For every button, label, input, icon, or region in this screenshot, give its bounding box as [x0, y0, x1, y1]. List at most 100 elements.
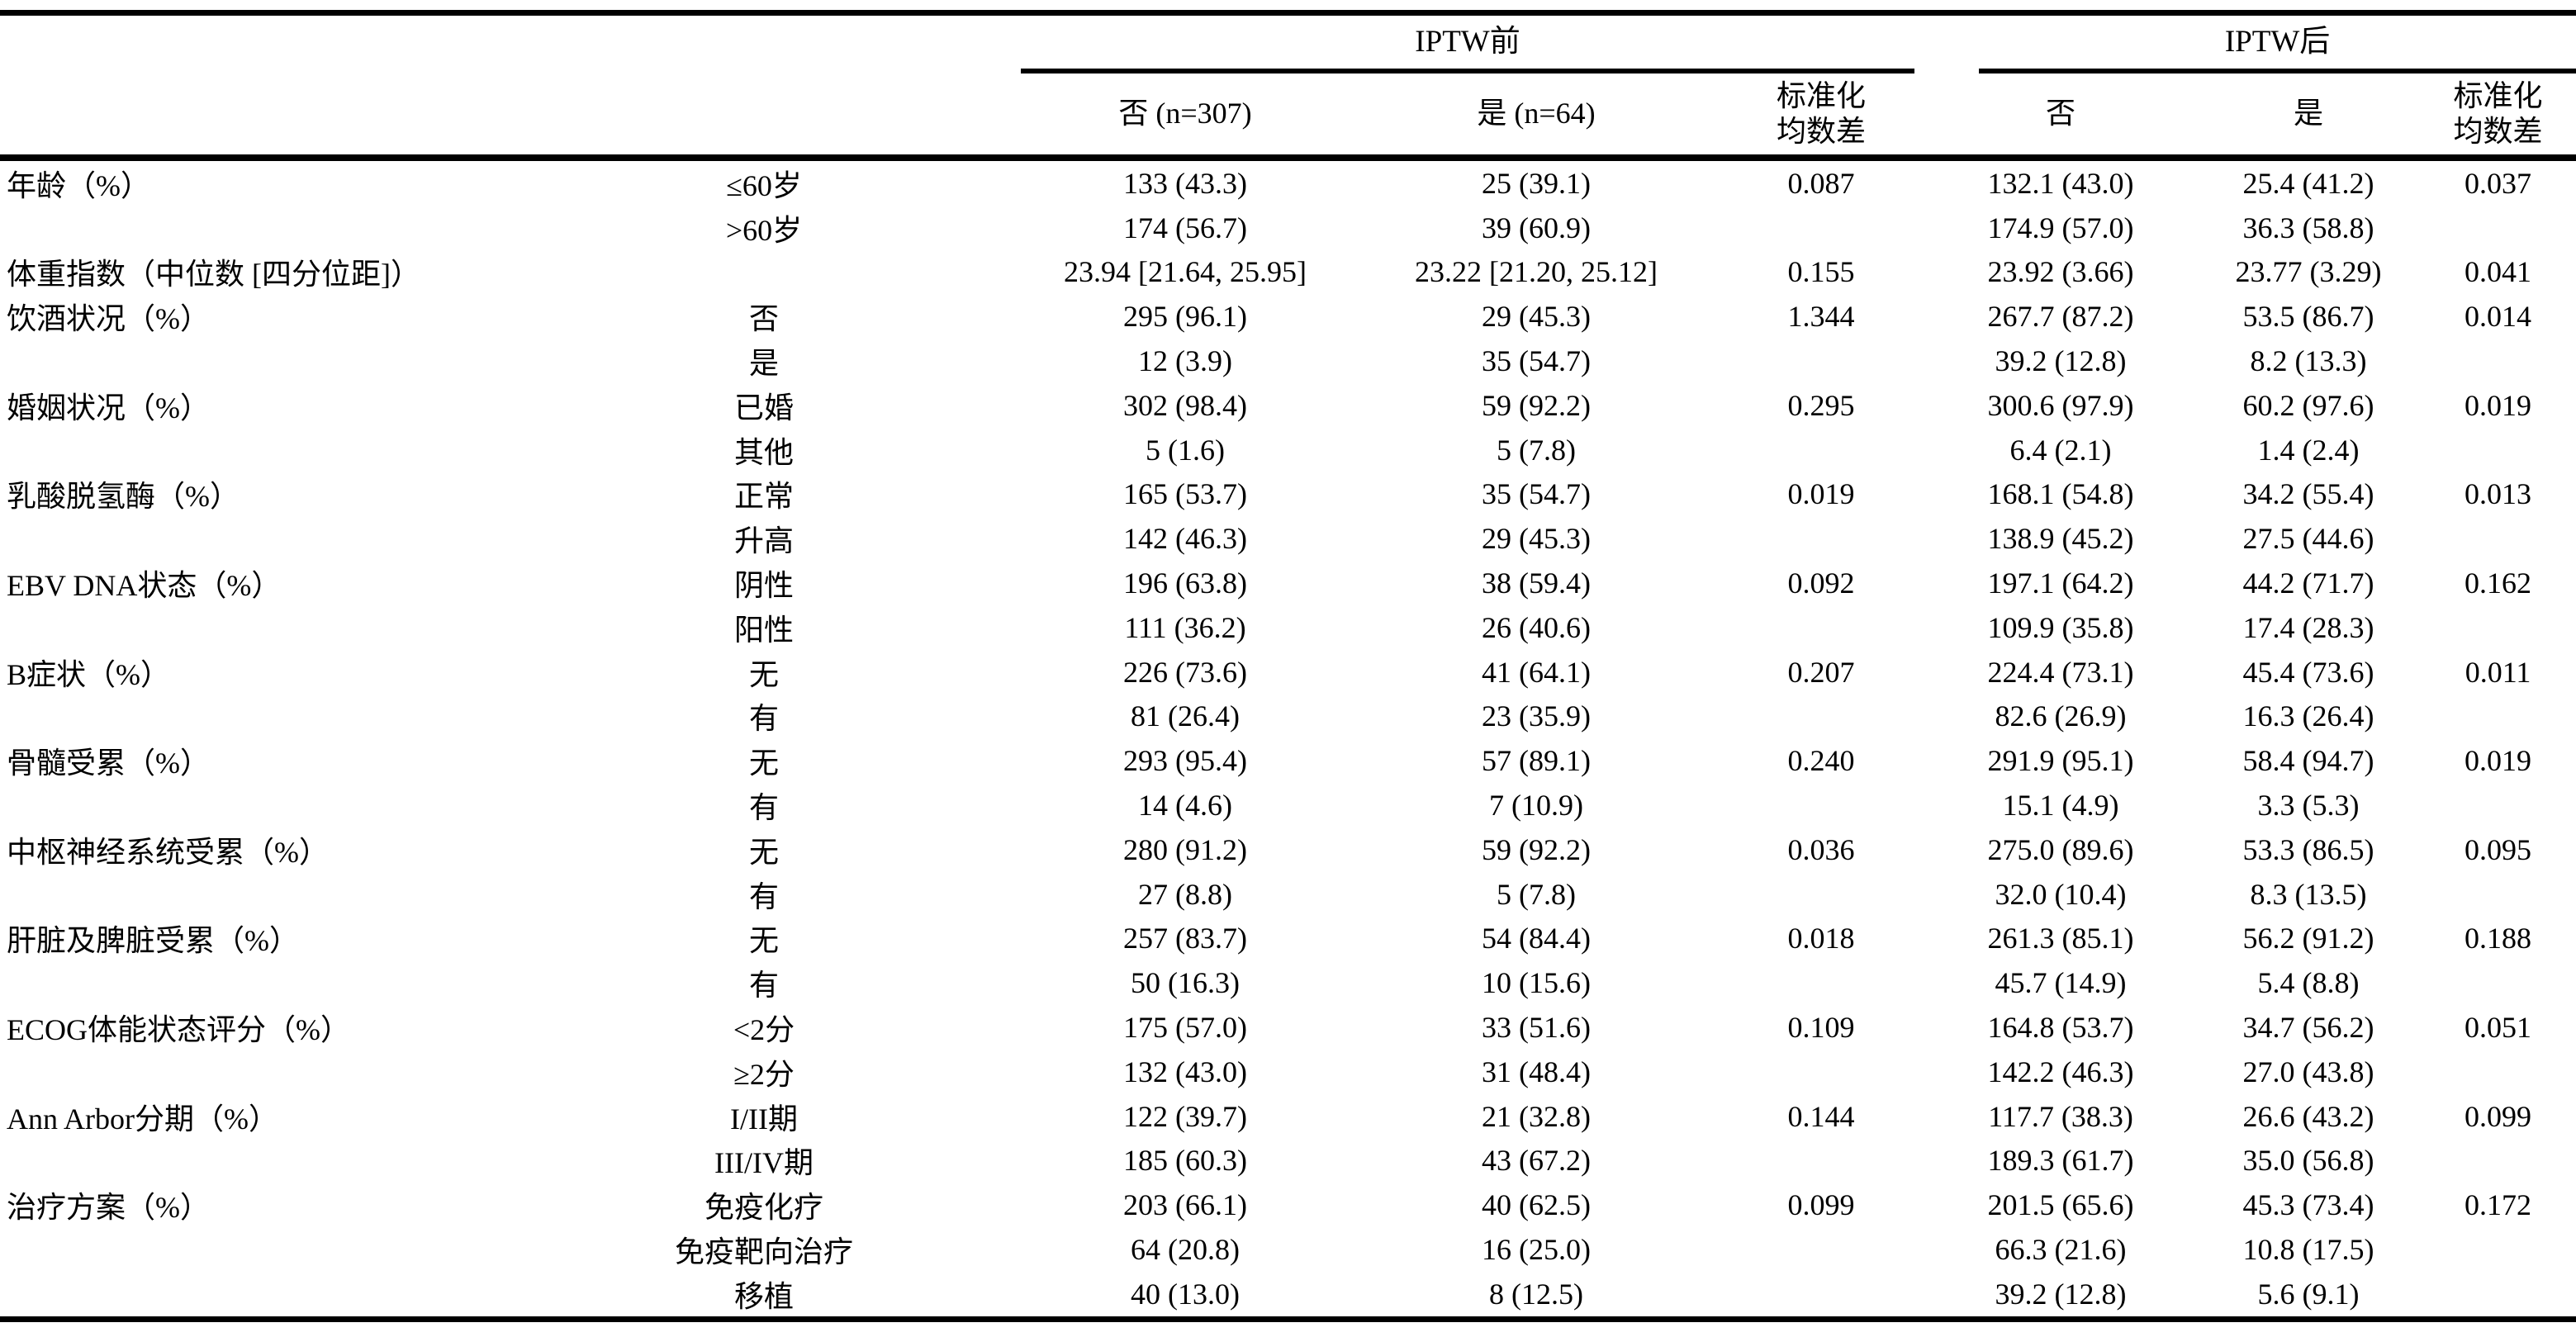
post-no-value-cell: 201.5 (65.6) [1987, 1188, 2134, 1222]
post-no-value-cell: 267.7 (87.2) [1987, 300, 2134, 334]
pre-smd-value-cell [1718, 695, 1924, 739]
category-cell: 是 [748, 347, 779, 381]
post-yes-value-cell: 35.0 (56.8) [2242, 1144, 2374, 1178]
variable-label-cell: ECOG体能状态评分（%） [7, 1013, 350, 1047]
post-no-value-cell: 23.92 (3.66) [1987, 255, 2134, 289]
pre-yes-value-cell: 5 (7.8) [1497, 877, 1576, 911]
pre-yes-value-cell: 41 (64.1) [1482, 655, 1591, 689]
post-no-value-cell: 300.6 (97.9) [1987, 388, 2134, 422]
post-smd-value-cell [2420, 605, 2576, 650]
table-row: III/IV期 185 (60.3) 43 (67.2) 189.3 (61.7… [0, 1139, 2576, 1183]
post-no-value-cell: 6.4 (2.1) [2009, 433, 2112, 467]
post-no-value-cell: 224.4 (73.1) [1987, 655, 2134, 689]
pre-smd-value-cell: 0.240 [1787, 744, 1855, 778]
pre-no-value-cell: 122 (39.7) [1123, 1099, 1247, 1133]
table-row: ECOG体能状态评分（%） <2分 175 (57.0) 33 (51.6) 0… [0, 1005, 2576, 1050]
post-no-value-cell: 275.0 (89.6) [1987, 832, 2134, 866]
post-no-value-cell: 291.9 (95.1) [1987, 744, 2134, 778]
post-yes-value-cell: 53.3 (86.5) [2242, 832, 2374, 866]
pre-smd-value-cell [1718, 206, 1924, 250]
pre-yes-value-cell: 35 (54.7) [1482, 344, 1591, 378]
variable-label-cell: EBV DNA状态（%） [7, 569, 282, 603]
pre-smd-value-cell: 0.109 [1787, 1011, 1855, 1045]
table-row: 乳酸脱氢酶（%） 正常 165 (53.7) 35 (54.7) 0.019 1… [0, 472, 2576, 517]
pre-no-value-cell: 302 (98.4) [1123, 388, 1247, 422]
post-yes-value-cell: 45.3 (73.4) [2242, 1188, 2374, 1222]
pre-smd-value-cell [1718, 1227, 1924, 1272]
iptw-post-group-header: IPTW后 [1979, 16, 2576, 73]
post-no-value-cell: 261.3 (85.1) [1987, 922, 2134, 955]
pre-smd-value-cell: 0.295 [1787, 388, 1855, 422]
post-no-value-cell: 15.1 (4.9) [2002, 789, 2119, 823]
post-smd-value-cell: 0.051 [2465, 1011, 2532, 1045]
pre-no-value-cell: 257 (83.7) [1123, 922, 1247, 955]
post-yes-value-cell: 58.4 (94.7) [2242, 744, 2374, 778]
post-no-value-cell: 138.9 (45.2) [1987, 522, 2134, 556]
category-cell: <2分 [733, 1013, 795, 1047]
category-cell: 免疫靶向治疗 [674, 1235, 853, 1269]
pre-no-value-cell: 50 (16.3) [1131, 966, 1240, 1000]
pre-no-value-cell: 12 (3.9) [1138, 344, 1232, 378]
category-cell: 阳性 [733, 613, 794, 647]
post-no-value-cell: 164.8 (53.7) [1987, 1011, 2134, 1045]
category-cell: 无 [748, 657, 779, 691]
table-row: 中枢神经系统受累（%） 无 280 (91.2) 59 (92.2) 0.036… [0, 827, 2576, 872]
pre-smd-value-cell: 0.144 [1787, 1099, 1855, 1133]
pre-smd-value-cell [1718, 339, 1924, 383]
column-header-row: 否 (n=307) 是 (n=64) 标准化 均数差 否 是 标准化 均数差 [0, 73, 2576, 161]
post-smd-value-cell: 0.172 [2465, 1188, 2532, 1222]
category-cell: 免疫化疗 [704, 1191, 823, 1225]
pre-yes-value-cell: 59 (92.2) [1482, 832, 1591, 866]
post-yes-value-cell: 8.3 (13.5) [2250, 877, 2367, 911]
pre-no-value-cell: 293 (95.4) [1123, 744, 1247, 778]
category-cell: 有 [748, 969, 779, 1003]
post-yes-value-cell: 34.2 (55.4) [2242, 477, 2374, 511]
category-cell: 已婚 [733, 391, 794, 424]
category-cell: ≥2分 [733, 1057, 795, 1091]
category-cell: 无 [748, 835, 779, 869]
iptw-pre-group-header: IPTW前 [1021, 16, 1915, 73]
pre-smd-value-cell [1718, 1139, 1924, 1183]
post-smd-value-cell: 0.019 [2465, 744, 2532, 778]
table-row: 免疫靶向治疗 64 (20.8) 16 (25.0) 66.3 (21.6) 1… [0, 1227, 2576, 1272]
category-cell: 其他 [733, 435, 794, 469]
table-row: >60岁 174 (56.7) 39 (60.9) 174.9 (57.0) 3… [0, 206, 2576, 250]
pre-yes-value-cell: 8 (12.5) [1489, 1277, 1583, 1311]
post-yes-value-cell: 45.4 (73.6) [2242, 655, 2374, 689]
pre-no-value-cell: 40 (13.0) [1131, 1277, 1240, 1311]
pre-no-value-cell: 5 (1.6) [1146, 433, 1225, 467]
variable-label-cell: Ann Arbor分期（%） [7, 1102, 278, 1136]
pre-yes-value-cell: 10 (15.6) [1482, 966, 1591, 1000]
variable-label-cell: 饮酒状况（%） [7, 302, 210, 336]
post-yes-value-cell: 17.4 (28.3) [2242, 610, 2374, 644]
pre-yes-value-cell: 40 (62.5) [1482, 1188, 1591, 1222]
pre-yes-value-cell: 54 (84.4) [1482, 922, 1591, 955]
category-cell: 正常 [733, 480, 794, 514]
pre-smd-value-cell [1718, 1272, 1924, 1319]
pre-no-value-cell: 64 (20.8) [1131, 1233, 1240, 1267]
post-no-value-cell: 32.0 (10.4) [1995, 877, 2127, 911]
variable-label-cell [0, 206, 512, 250]
category-cell: I/II期 [730, 1102, 798, 1136]
pre-no-value-cell: 165 (53.7) [1123, 477, 1247, 511]
pre-yes-value-cell: 26 (40.6) [1482, 610, 1591, 644]
post-yes-value-cell: 23.77 (3.29) [2235, 255, 2382, 289]
post-yes-value-cell: 53.5 (86.7) [2242, 300, 2374, 334]
post-yes-value-cell: 16.3 (26.4) [2242, 699, 2374, 733]
variable-label-cell [0, 428, 512, 472]
category-cell: 升高 [733, 524, 794, 558]
iptw-pre-label: IPTW前 [1415, 25, 1520, 59]
category-cell: 阴性 [733, 569, 794, 603]
table-body: 年龄（%） ≤60岁 133 (43.3) 25 (39.1) 0.087 13… [0, 158, 2576, 1319]
post-yes-value-cell: 44.2 (71.7) [2242, 567, 2374, 600]
post-yes-value-cell: 56.2 (91.2) [2242, 922, 2374, 955]
pre-yes-column-header: 是 (n=64) [1354, 73, 1718, 161]
baseline-characteristics-table: IPTW前 IPTW后 否 (n=307) 是 (n=64) 标准化 均数差 否… [0, 10, 2576, 1322]
table-row: 婚姻状况（%） 已婚 302 (98.4) 59 (92.2) 0.295 30… [0, 383, 2576, 428]
variable-label-cell: 体重指数（中位数 [四分位距]） [7, 258, 420, 292]
pre-yes-value-cell: 21 (32.8) [1482, 1099, 1591, 1133]
pre-yes-value-cell: 7 (10.9) [1489, 789, 1583, 823]
pre-smd-value-cell: 0.087 [1787, 166, 1855, 200]
pre-yes-value-cell: 23 (35.9) [1482, 699, 1591, 733]
post-yes-column-header: 是 [2197, 73, 2421, 161]
